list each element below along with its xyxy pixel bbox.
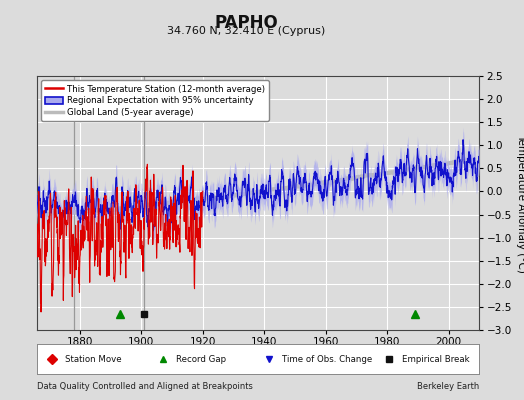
Text: Berkeley Earth: Berkeley Earth bbox=[417, 382, 479, 391]
Text: Data Quality Controlled and Aligned at Breakpoints: Data Quality Controlled and Aligned at B… bbox=[37, 382, 253, 391]
Text: PAPHO: PAPHO bbox=[214, 14, 278, 32]
Text: Record Gap: Record Gap bbox=[176, 354, 226, 364]
Text: 34.760 N, 32.410 E (Cyprus): 34.760 N, 32.410 E (Cyprus) bbox=[167, 26, 325, 36]
Legend: This Temperature Station (12-month average), Regional Expectation with 95% uncer: This Temperature Station (12-month avera… bbox=[41, 80, 269, 121]
Y-axis label: Temperature Anomaly (°C): Temperature Anomaly (°C) bbox=[516, 134, 524, 272]
Text: Station Move: Station Move bbox=[66, 354, 122, 364]
Text: Time of Obs. Change: Time of Obs. Change bbox=[282, 354, 373, 364]
Text: Empirical Break: Empirical Break bbox=[402, 354, 470, 364]
